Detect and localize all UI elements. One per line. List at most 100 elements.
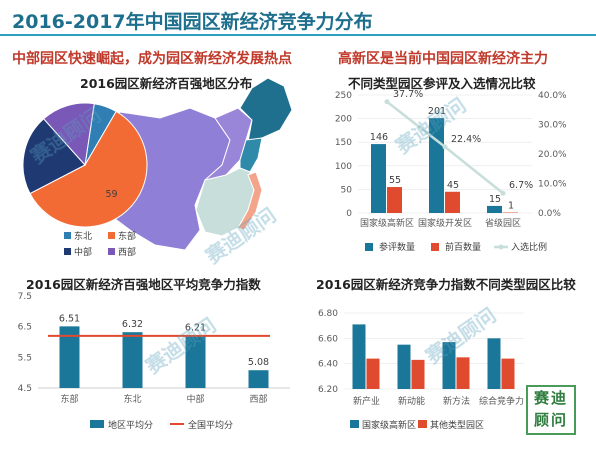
bar-value-label: 146 [370, 132, 388, 143]
subhead-right: 高新区是当前中国园区新经济主力 [338, 51, 548, 67]
bar-参评数量 [487, 205, 502, 213]
line-point [442, 144, 448, 150]
y2-tick-label: 0.0% [538, 209, 561, 219]
y-tick-label: 6.60 [318, 334, 338, 344]
legend-label: 全国平均分 [188, 419, 233, 431]
title-underline [0, 34, 596, 36]
legend-label: 参评数量 [379, 241, 415, 253]
y-tick-label: 4.5 [18, 384, 32, 394]
x-tick-label: 国家级高新区 [360, 217, 414, 229]
pie-slice-东部 [29, 110, 148, 228]
y2-tick-label: 30.0% [538, 121, 567, 131]
x-tick-label: 新动能 [398, 395, 425, 407]
subhead-left: 中部园区快速崛起，成为园区新经济发展热点 [12, 51, 292, 67]
y-tick-label: 100 [335, 162, 352, 172]
bar-参评数量 [371, 144, 386, 213]
bar-其他类型园区 [366, 358, 380, 389]
legend-label: 地区平均分 [108, 419, 153, 431]
line-value-label: 22.4% [451, 134, 481, 145]
bar-value-label: 201 [428, 106, 446, 117]
region-average-chart: 4.5 5.5 6.5 7.5 6.51 东部 6.32 东北 6.21 中部 5.08 西部地区平均… [18, 292, 290, 431]
x-tick-label: 中部 [186, 393, 204, 405]
bar-地区平均分 [122, 332, 143, 388]
bar-value-label: 55 [389, 175, 401, 186]
y2-tick-label: 10.0% [538, 180, 567, 190]
legend-swatch [64, 248, 71, 255]
x-tick-label: 西部 [249, 393, 267, 405]
pie-chart: 59 [22, 102, 148, 228]
x-tick-label: 新方法 [443, 395, 470, 407]
x-tick-label: 东部 [60, 393, 78, 405]
bar-国家级高新区 [397, 344, 411, 389]
bar-其他类型园区 [501, 358, 515, 389]
y-tick-label: 5.5 [18, 353, 32, 363]
line-point [500, 190, 506, 196]
pie-slice-西部 [42, 102, 95, 167]
x-tick-label: 新产业 [353, 395, 380, 407]
y-tick-label: 6.80 [318, 309, 338, 319]
bar-value-label: 5.08 [248, 357, 269, 368]
line-value-label: 6.7% [509, 180, 533, 191]
y-tick-label: 7.5 [18, 292, 32, 302]
chart1-title: 2016园区新经济百强地区分布 [80, 76, 253, 91]
map-region-northeast [239, 77, 293, 143]
legend-label: 前百数量 [445, 241, 481, 253]
bar-地区平均分 [185, 335, 206, 388]
x-tick-label: 省级园区 [485, 217, 521, 229]
legend-swatch [350, 420, 359, 428]
legend-swatch [90, 420, 104, 428]
x-tick-label: 综合竞争力 [479, 395, 524, 407]
title-bar: 2016-2017年中国园区新经济竞争力分布 [0, 0, 596, 36]
line-point [384, 99, 390, 105]
legend-label: 其他类型园区 [430, 419, 484, 431]
chart2-title: 不同类型园区参评及入选情况比较 [348, 76, 536, 91]
bar-value-label: 6.51 [59, 313, 80, 324]
chart4-title: 2016园区新经济竞争力指数不同类型园区比较 [316, 277, 576, 292]
legend-label: 入选比例 [511, 241, 547, 253]
bar-value-label: 1 [508, 201, 514, 212]
bar-value-label: 15 [489, 194, 501, 205]
pie-data-label: 59 [105, 189, 117, 200]
y-tick-label: 250 [335, 91, 352, 101]
y-tick-label: 50 [341, 185, 353, 195]
legend-label: 西部 [118, 246, 136, 258]
legend-swatch [418, 420, 427, 428]
y-tick-label: 0 [346, 209, 352, 219]
y-tick-label: 6.5 [18, 323, 32, 333]
brand-stamp: 赛迪顾问 [526, 385, 576, 435]
bar-地区平均分 [59, 326, 80, 388]
legend-swatch [108, 232, 115, 239]
bar-国家级高新区 [442, 342, 456, 389]
bar-value-label: 6.21 [185, 323, 206, 334]
bar-国家级高新区 [487, 338, 501, 389]
bar-其他类型园区 [411, 359, 425, 389]
bar-国家级高新区 [352, 324, 366, 389]
bar-前百数量 [445, 191, 460, 213]
map-region-southeast [237, 171, 263, 231]
bar-地区平均分 [248, 370, 269, 388]
y2-tick-label: 40.0% [538, 91, 567, 101]
y2-tick-label: 20.0% [538, 150, 567, 160]
bar-前百数量 [387, 187, 402, 213]
bar-value-label: 45 [447, 180, 459, 191]
legend-label: 东部 [118, 230, 136, 242]
legend-swatch [365, 243, 373, 251]
bar-value-label: 6.32 [122, 319, 143, 330]
x-tick-label: 国家级开发区 [418, 217, 472, 229]
legend-swatch [108, 248, 115, 255]
y-tick-label: 150 [335, 138, 352, 148]
legend-label: 东北 [74, 230, 92, 242]
x-tick-label: 东北 [123, 393, 141, 405]
legend-swatch [64, 232, 71, 239]
y-tick-label: 200 [335, 115, 352, 125]
line-value-label: 37.7% [393, 89, 423, 100]
legend-marker [498, 244, 504, 250]
pie-slice-中部 [22, 118, 86, 195]
y-tick-label: 6.20 [318, 385, 338, 395]
chart3-title: 2016园区新经济百强地区平均竞争力指数 [26, 277, 261, 292]
legend-label: 中部 [74, 246, 92, 258]
legend-swatch [431, 243, 439, 251]
page-title: 2016-2017年中国园区新经济竞争力分布 [12, 11, 373, 33]
